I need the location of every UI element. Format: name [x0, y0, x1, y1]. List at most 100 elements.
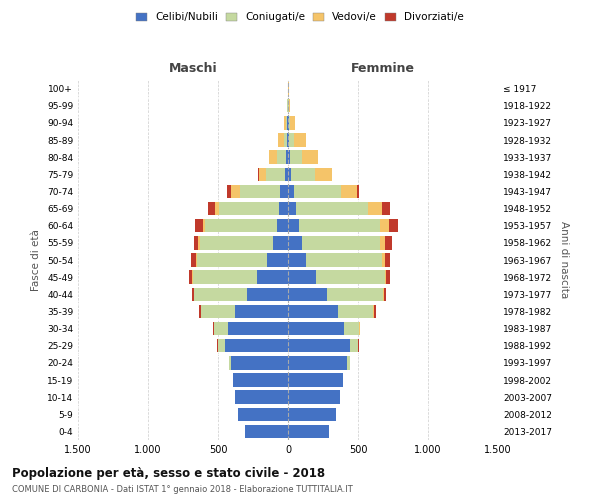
- Bar: [284, 168, 288, 181]
- Bar: [289, 116, 290, 130]
- Bar: [288, 116, 289, 130]
- Bar: [279, 202, 288, 215]
- Bar: [272, 236, 288, 250]
- Bar: [197, 254, 267, 266]
- Bar: [385, 236, 392, 250]
- Bar: [247, 288, 288, 301]
- Bar: [258, 168, 259, 181]
- Bar: [288, 254, 306, 266]
- Bar: [208, 202, 215, 215]
- Bar: [227, 184, 232, 198]
- Bar: [288, 356, 347, 370]
- Bar: [288, 168, 291, 181]
- Bar: [384, 288, 386, 301]
- Bar: [277, 150, 286, 164]
- Text: Maschi: Maschi: [169, 62, 218, 75]
- Bar: [235, 304, 288, 318]
- Bar: [233, 374, 288, 386]
- Bar: [230, 356, 288, 370]
- Bar: [315, 168, 332, 181]
- Bar: [288, 202, 296, 215]
- Bar: [286, 116, 287, 130]
- Text: Femmine: Femmine: [350, 62, 415, 75]
- Bar: [294, 134, 307, 146]
- Bar: [288, 134, 289, 146]
- Bar: [200, 236, 272, 250]
- Bar: [288, 322, 344, 336]
- Bar: [296, 202, 368, 215]
- Bar: [368, 202, 382, 215]
- Bar: [199, 236, 200, 250]
- Bar: [280, 184, 288, 198]
- Bar: [327, 288, 383, 301]
- Bar: [289, 99, 290, 112]
- Bar: [214, 322, 228, 336]
- Bar: [191, 254, 196, 266]
- Bar: [288, 304, 338, 318]
- Bar: [288, 374, 343, 386]
- Bar: [288, 390, 340, 404]
- Bar: [290, 150, 302, 164]
- Bar: [284, 134, 287, 146]
- Bar: [203, 219, 205, 232]
- Bar: [338, 304, 373, 318]
- Bar: [299, 219, 380, 232]
- Bar: [188, 270, 192, 284]
- Bar: [229, 356, 230, 370]
- Bar: [195, 219, 203, 232]
- Bar: [193, 288, 194, 301]
- Bar: [373, 304, 374, 318]
- Bar: [288, 150, 290, 164]
- Bar: [288, 288, 327, 301]
- Bar: [374, 304, 376, 318]
- Bar: [192, 288, 193, 301]
- Bar: [193, 270, 257, 284]
- Bar: [215, 202, 218, 215]
- Bar: [350, 339, 358, 352]
- Bar: [245, 424, 288, 438]
- Bar: [284, 116, 286, 130]
- Bar: [257, 270, 288, 284]
- Bar: [341, 184, 356, 198]
- Bar: [380, 236, 385, 250]
- Bar: [291, 168, 315, 181]
- Bar: [347, 356, 350, 370]
- Bar: [192, 270, 193, 284]
- Bar: [277, 134, 284, 146]
- Bar: [389, 219, 398, 232]
- Bar: [240, 184, 280, 198]
- Bar: [193, 236, 199, 250]
- Bar: [287, 134, 288, 146]
- Bar: [316, 270, 385, 284]
- Bar: [359, 322, 361, 336]
- Bar: [213, 322, 214, 336]
- Bar: [382, 202, 390, 215]
- Bar: [288, 270, 316, 284]
- Bar: [356, 184, 359, 198]
- Bar: [269, 150, 277, 164]
- Bar: [267, 254, 288, 266]
- Bar: [293, 184, 341, 198]
- Bar: [385, 270, 386, 284]
- Bar: [200, 304, 201, 318]
- Y-axis label: Anni di nascita: Anni di nascita: [559, 222, 569, 298]
- Bar: [205, 219, 277, 232]
- Bar: [382, 254, 385, 266]
- Bar: [286, 150, 288, 164]
- Bar: [386, 270, 391, 284]
- Bar: [288, 236, 302, 250]
- Bar: [306, 254, 382, 266]
- Bar: [235, 390, 288, 404]
- Bar: [266, 168, 284, 181]
- Bar: [228, 322, 288, 336]
- Bar: [344, 322, 359, 336]
- Bar: [288, 184, 293, 198]
- Bar: [385, 254, 390, 266]
- Bar: [218, 202, 279, 215]
- Bar: [289, 134, 294, 146]
- Y-axis label: Fasce di età: Fasce di età: [31, 229, 41, 291]
- Bar: [196, 254, 197, 266]
- Bar: [232, 184, 240, 198]
- Bar: [194, 288, 247, 301]
- Bar: [199, 304, 200, 318]
